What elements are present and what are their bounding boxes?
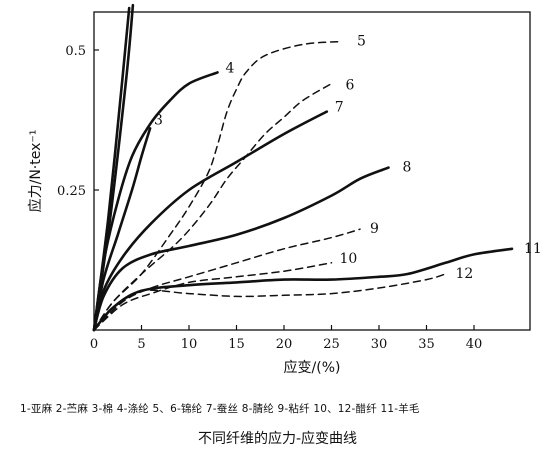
- x-tick-label: 40: [466, 337, 483, 352]
- series-label-1: 1: [108, 0, 117, 2]
- series-line-7: [92, 110, 329, 332]
- series-line-5: [93, 40, 342, 331]
- y-axis-ticks: 0.25 0.5: [57, 44, 99, 199]
- series-label-4: 4: [226, 60, 235, 76]
- series-line-10: [93, 262, 333, 331]
- x-tick-label: 35: [418, 337, 435, 352]
- series-line-9: [93, 228, 361, 331]
- fiber-legend: 1-亚麻 2-苎麻 3-棉 4-涤纶 5、6-锦纶 7-蚕丝 8-腈纶 9-粘纤…: [20, 403, 420, 415]
- y-axis-label: 应力/N·tex⁻¹: [27, 130, 44, 213]
- series-label-5: 5: [357, 34, 366, 50]
- series-label-3: 3: [154, 112, 163, 128]
- series-line-8: [92, 166, 390, 332]
- series-label-6: 6: [346, 78, 355, 94]
- x-tick-label: 25: [323, 337, 340, 352]
- plot-frame: [93, 11, 531, 331]
- y-tick-label: 0.5: [65, 44, 86, 59]
- series-line-11: [92, 247, 514, 332]
- chart-caption: 不同纤维的应力-应变曲线: [197, 431, 358, 447]
- series-lines: [92, 3, 514, 332]
- x-tick-label: 30: [371, 337, 388, 352]
- x-axis-label: 应变/(%): [284, 359, 341, 376]
- y-tick-label: 0.25: [57, 184, 86, 199]
- x-tick-label: 0: [90, 337, 98, 352]
- series-line-12: [93, 273, 447, 331]
- x-tick-label: 10: [181, 337, 198, 352]
- series-line-4: [92, 71, 219, 332]
- series-line-3: [92, 127, 152, 332]
- series-label-12: 12: [456, 266, 474, 282]
- x-tick-label: 20: [276, 337, 293, 352]
- series-line-6: [93, 82, 333, 331]
- x-axis-ticks: 0 5 10 15 20 25 30 35 40: [90, 325, 482, 352]
- series-label-11: 11: [524, 241, 542, 257]
- curve-number-labels: 123456789101112: [108, 0, 542, 282]
- series-label-10: 10: [340, 251, 358, 267]
- x-tick-label: 5: [137, 337, 145, 352]
- series-label-8: 8: [403, 160, 412, 176]
- series-label-7: 7: [335, 100, 344, 116]
- x-tick-label: 15: [228, 337, 245, 352]
- series-label-9: 9: [370, 221, 379, 237]
